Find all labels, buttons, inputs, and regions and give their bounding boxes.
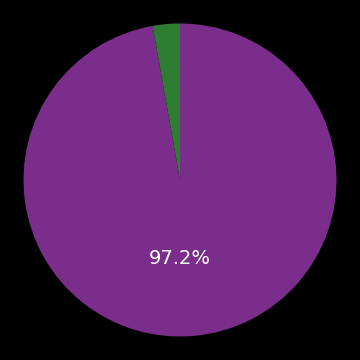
Text: 97.2%: 97.2% xyxy=(149,249,211,268)
Wedge shape xyxy=(153,23,180,180)
Wedge shape xyxy=(23,23,337,337)
